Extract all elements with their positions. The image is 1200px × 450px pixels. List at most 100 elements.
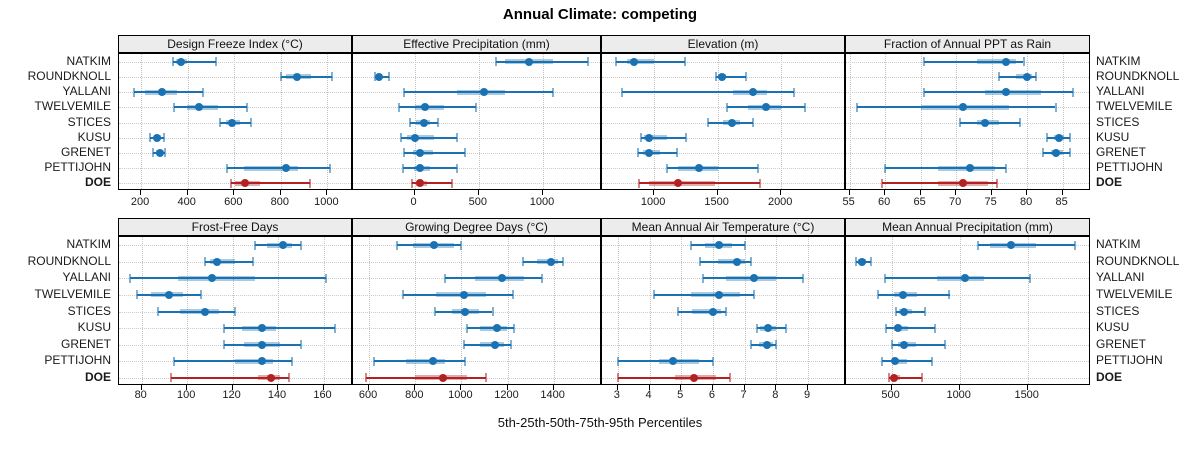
x-gridline (278, 237, 279, 384)
median-dot (195, 103, 204, 112)
median-dot (258, 357, 267, 366)
x-tick-label: 1400 (540, 389, 565, 401)
whisker-cap-95th (753, 290, 756, 300)
row-gridline (119, 294, 351, 296)
whisker-cap-95th (996, 178, 999, 188)
panel-strip-title: Design Freeze Index (°C) (167, 37, 303, 51)
row-gridline (353, 261, 600, 263)
row-gridline (846, 377, 1089, 379)
percentile-whisker (678, 310, 726, 313)
whisker-cap-5th (226, 163, 229, 173)
site-label-right: STICES (1096, 114, 1140, 129)
site-label-right: YALLANI (1096, 84, 1145, 99)
whisker-cap-5th (395, 240, 398, 250)
whisker-cap-95th (1072, 87, 1075, 97)
median-dot (980, 118, 989, 127)
x-gridline (369, 237, 371, 384)
row-gridline (602, 361, 844, 363)
panel-body (601, 53, 845, 190)
site-label-right: KUSU (1096, 129, 1130, 144)
whisker-cap-95th (199, 290, 202, 300)
x-tick-label: 3 (613, 389, 620, 401)
row-gridline (846, 76, 1089, 78)
whisker-cap-5th (156, 307, 159, 316)
x-tick (140, 385, 142, 390)
whisker-cap-95th (745, 72, 748, 82)
median-dot (547, 257, 556, 266)
whisker-cap-5th (399, 133, 402, 143)
median-dot (267, 373, 276, 382)
site-label-left: DOE (84, 369, 111, 384)
whisker-cap-5th (1042, 148, 1045, 158)
row-gridline (353, 183, 600, 185)
x-gridline (415, 237, 417, 384)
percentile-whisker (399, 106, 477, 109)
percentile-whisker (998, 75, 1036, 78)
whisker-cap-95th (934, 323, 937, 333)
whisker-cap-5th (756, 323, 759, 333)
site-label-right: KUSU (1096, 320, 1130, 335)
x-tick-label: 120 (222, 389, 241, 401)
x-tick (1026, 385, 1028, 390)
percentile-whisker (959, 121, 1020, 124)
iqr-band (936, 275, 985, 281)
whisker-cap-95th (163, 133, 166, 143)
whisker-cap-5th (1046, 133, 1048, 143)
median-dot (959, 179, 968, 188)
x-tick (775, 385, 777, 390)
percentile-whisker (616, 60, 685, 63)
x-tick (186, 385, 188, 390)
row-gridline (353, 61, 600, 63)
whisker-cap-95th (214, 57, 217, 67)
median-dot (717, 72, 726, 81)
median-dot (460, 307, 469, 316)
median-dot (898, 290, 907, 299)
median-dot (1023, 72, 1032, 81)
whisker-cap-95th (749, 257, 752, 267)
percentile-whisker (400, 136, 457, 139)
whisker-cap-5th (855, 257, 858, 267)
percentile-whisker (892, 343, 946, 346)
panel-strip: Growing Degree Days (°C) (352, 218, 601, 236)
panel-strip-title: Mean Annual Precipitation (mm) (882, 220, 1053, 234)
whisker-cap-5th (403, 148, 406, 158)
site-label-left: YALLANI (62, 84, 111, 99)
median-dot (645, 133, 653, 142)
whisker-cap-95th (743, 240, 746, 250)
x-tick-label: 800 (405, 389, 424, 401)
x-tick (1061, 190, 1063, 195)
whisker-cap-95th (463, 356, 466, 366)
x-tick (848, 190, 850, 195)
whisker-cap-95th (1004, 163, 1007, 173)
x-gridline (187, 54, 189, 189)
iqr-band (414, 104, 445, 110)
percentile-whisker (895, 310, 925, 313)
median-dot (497, 274, 506, 283)
site-label-right: PETTIJOHN (1096, 160, 1163, 175)
x-tick (653, 190, 655, 195)
x-gridline (323, 237, 325, 384)
whisker-cap-95th (1019, 118, 1021, 127)
median-dot (258, 340, 267, 349)
x-tick-label: 400 (177, 196, 196, 208)
x-tick (460, 385, 462, 390)
median-dot (732, 257, 741, 266)
whisker-cap-5th (222, 340, 225, 350)
row-gridline (353, 245, 600, 247)
site-label-left: PETTIJOHN (44, 160, 111, 175)
site-label-left: KUSU (77, 129, 111, 144)
median-dot (857, 257, 866, 266)
percentile-whisker (617, 376, 731, 379)
site-label-right: TWELVEMILE (1096, 99, 1173, 114)
percentile-whisker (171, 376, 290, 379)
x-gridline (808, 237, 809, 384)
whisker-cap-95th (164, 148, 167, 158)
whisker-cap-95th (299, 340, 302, 350)
whisker-cap-95th (870, 257, 873, 267)
site-label-left: TWELVEMILE (34, 99, 111, 114)
whisker-cap-95th (948, 290, 951, 300)
median-dot (438, 373, 447, 382)
percentile-whisker (637, 151, 677, 154)
percentile-whisker (978, 244, 1075, 247)
row-gridline (353, 76, 600, 78)
